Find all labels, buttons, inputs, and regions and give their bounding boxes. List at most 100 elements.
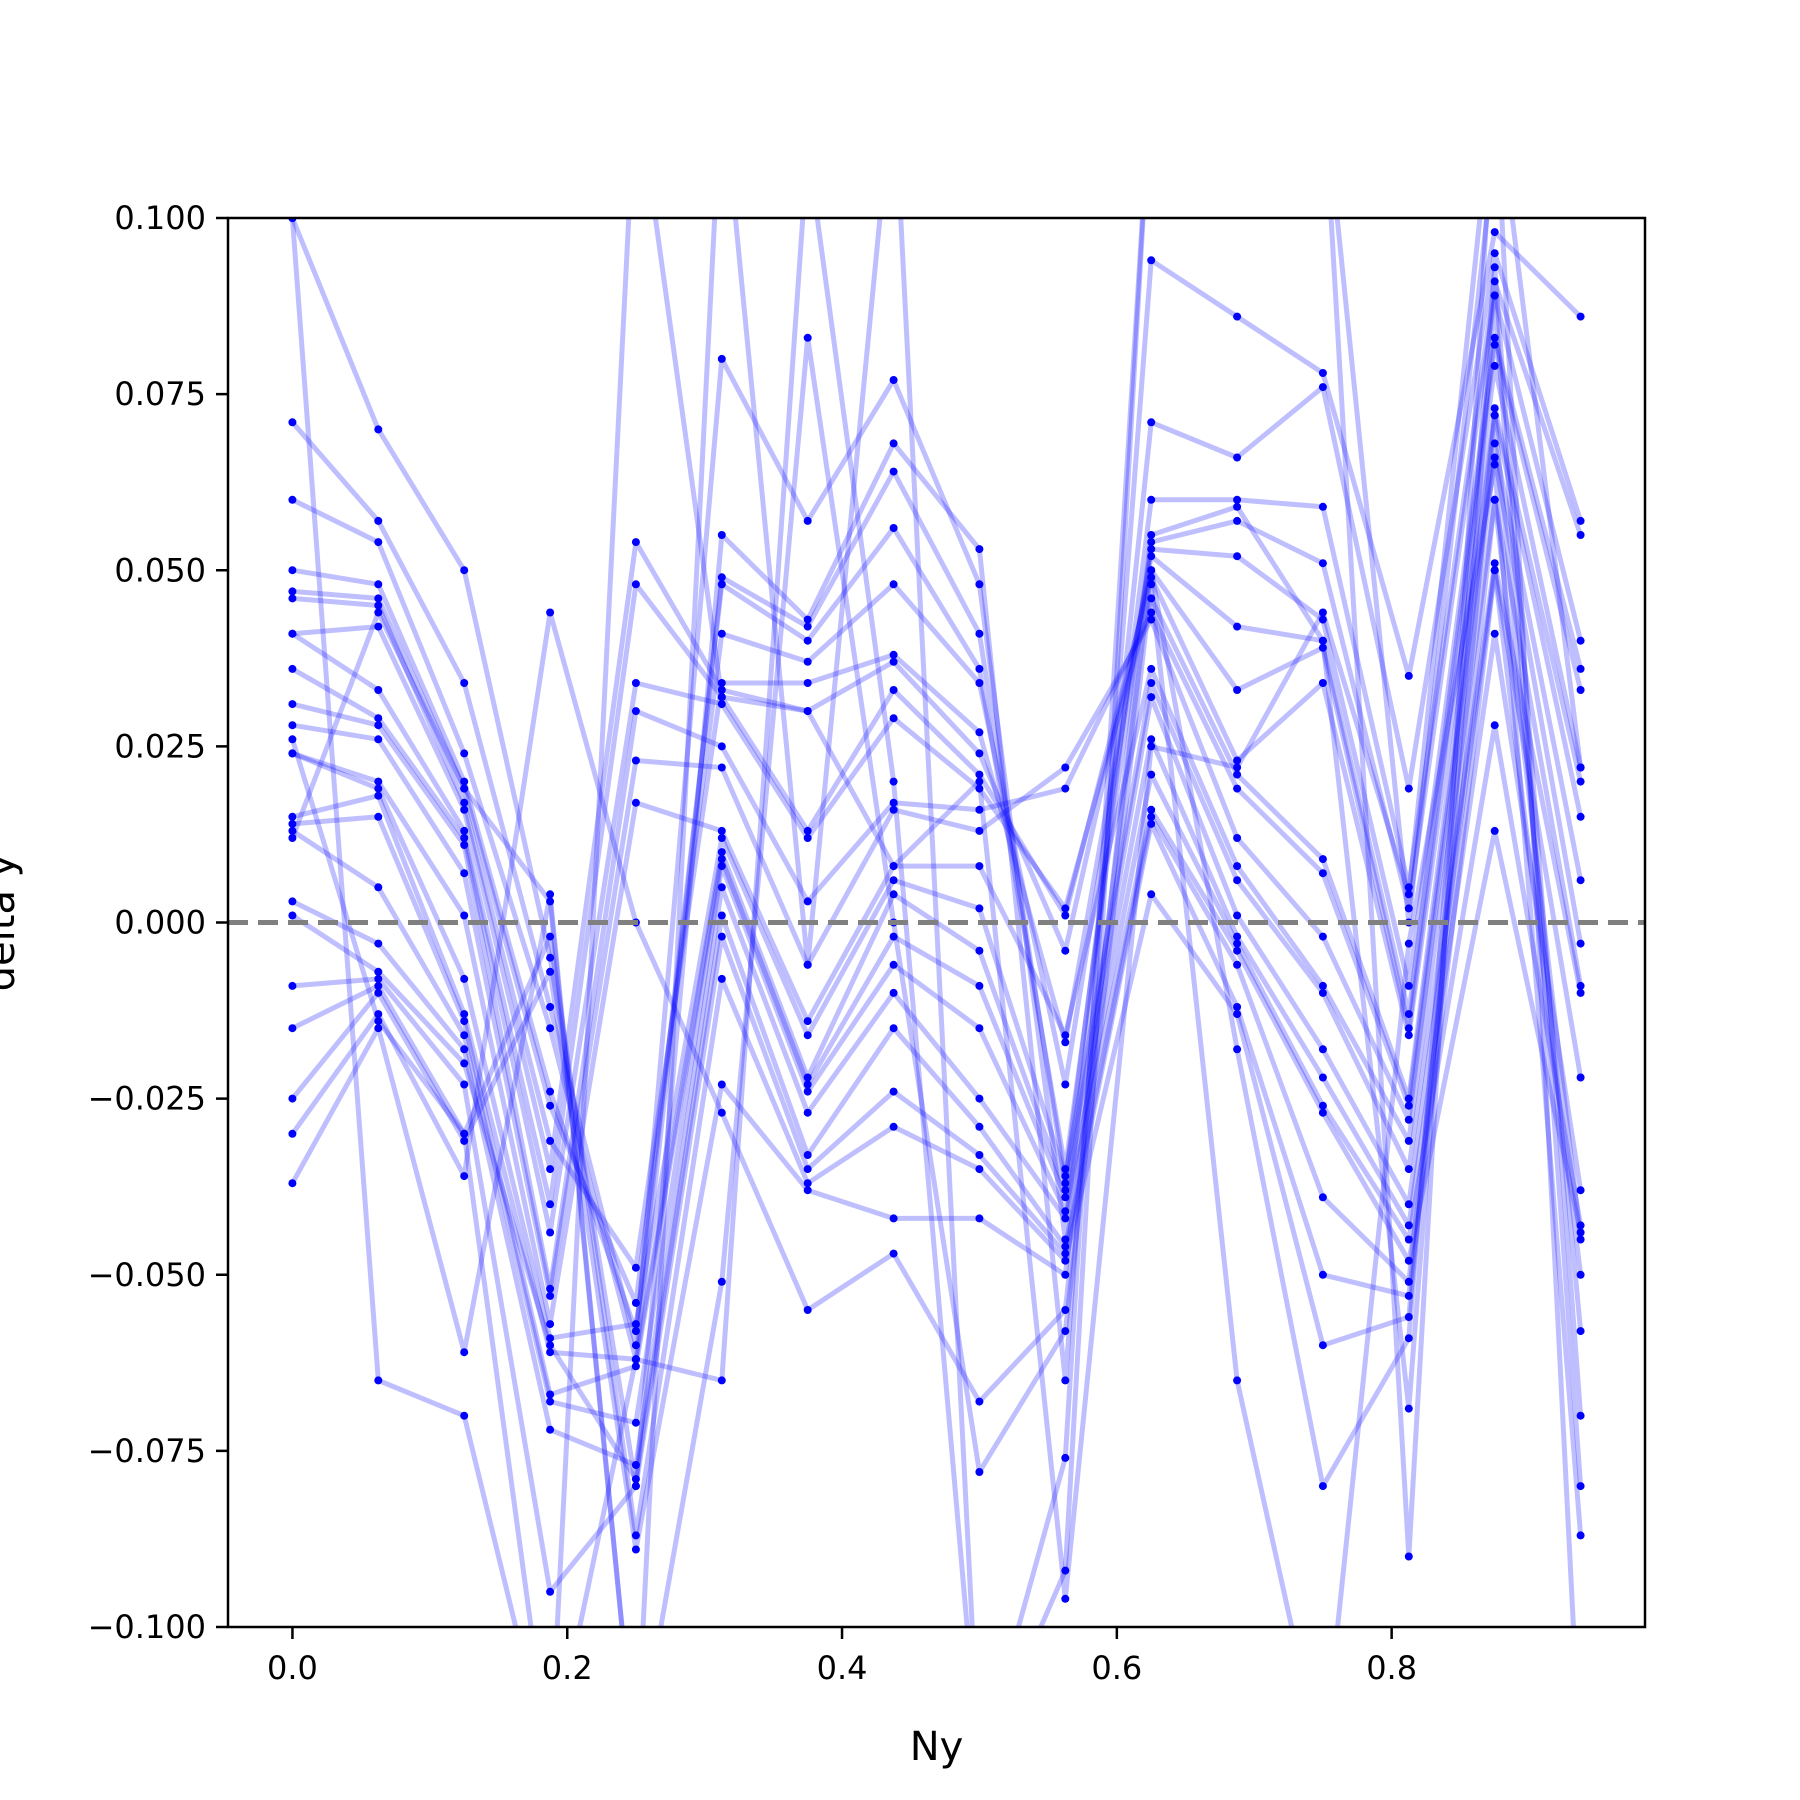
- series-7-line: [292, 363, 1584, 1172]
- series-3-point: [460, 749, 469, 758]
- series-24-point: [631, 1355, 640, 1364]
- series-6-point: [546, 1136, 555, 1145]
- series-15-point: [631, 1362, 640, 1371]
- series-2: [288, 249, 1585, 1350]
- series-20-point: [1147, 890, 1156, 899]
- series-8-line: [291, 405, 1584, 1207]
- series-12-point: [1404, 1136, 1413, 1145]
- series-24: [288, 218, 1490, 1627]
- series-9-point: [975, 784, 984, 793]
- series-16-point: [1404, 1235, 1413, 1244]
- series-17: [288, 805, 1585, 1469]
- series-11-point: [1404, 1115, 1413, 1124]
- series-25-point: [803, 960, 812, 969]
- series-16-line: [291, 722, 1584, 1426]
- series-6-point: [803, 679, 812, 687]
- series-8-point: [631, 580, 640, 589]
- series-1-point: [1576, 312, 1585, 321]
- y-tick-label: −0.025: [88, 1080, 206, 1118]
- series-1-point: [460, 566, 469, 575]
- x-axis-label: Ny: [910, 1724, 964, 1770]
- series-2-point: [803, 516, 812, 525]
- series-22-point: [803, 1306, 812, 1314]
- series-11-point: [889, 805, 898, 814]
- series-17-point: [975, 1094, 984, 1103]
- series-26-point: [288, 735, 297, 744]
- series-7-point: [975, 749, 984, 758]
- series-26-point: [1576, 763, 1585, 772]
- series-7-point: [717, 686, 726, 694]
- series-13-point: [1318, 988, 1327, 997]
- series-20-point: [374, 981, 383, 990]
- series-9-point: [1576, 812, 1585, 821]
- series-15-point: [374, 812, 383, 821]
- series-19-point: [975, 1151, 984, 1159]
- series-11-point: [1318, 932, 1327, 941]
- series-21-point: [374, 988, 383, 997]
- series-16-point: [889, 960, 898, 969]
- series-26-point: [1147, 742, 1156, 751]
- series-3-point: [546, 1024, 555, 1033]
- series-9-point: [1147, 594, 1156, 603]
- series-11-point: [1576, 939, 1585, 948]
- series-23-point: [1233, 1376, 1242, 1385]
- series-11-point: [975, 826, 984, 835]
- series-3-point: [717, 573, 726, 582]
- series-19-point: [374, 974, 383, 983]
- series-23-point: [803, 333, 812, 342]
- series-20-line: [291, 412, 1584, 1538]
- series-22-point: [1233, 502, 1242, 511]
- series-23-point: [460, 1348, 469, 1357]
- series-2-point: [460, 679, 469, 687]
- y-tick-label: 0.025: [114, 727, 206, 765]
- series-8: [288, 404, 1585, 1209]
- series-21-point: [975, 1214, 984, 1223]
- series-18-line: [291, 497, 1584, 1482]
- series-21-point: [717, 1080, 726, 1089]
- series-26-point: [374, 1017, 383, 1026]
- series-14-point: [460, 1010, 469, 1019]
- series-20-point: [717, 974, 726, 983]
- series-13-point: [1404, 1165, 1413, 1174]
- series-20-point: [1233, 1010, 1242, 1019]
- series-3-point: [1490, 277, 1499, 286]
- series-16-point: [460, 1031, 469, 1040]
- y-tick-label: 0.075: [114, 375, 206, 413]
- series-15-point: [1147, 735, 1156, 744]
- series-10-point: [1576, 876, 1585, 885]
- series-16-point: [1576, 1221, 1585, 1230]
- series-18-point: [717, 911, 726, 920]
- series-7-point: [1404, 1024, 1413, 1033]
- series-16-point: [374, 883, 383, 892]
- series-8-point: [1061, 911, 1070, 920]
- series-19-line: [292, 567, 1584, 1595]
- series-15-point: [1233, 932, 1242, 941]
- series-13-point: [1061, 1172, 1070, 1181]
- series-17-point: [546, 1425, 555, 1434]
- series-8-point: [889, 686, 898, 694]
- series-26-point: [460, 1129, 469, 1138]
- series-14-point: [975, 946, 984, 955]
- series-17-point: [374, 939, 383, 948]
- series-23-point: [1490, 460, 1499, 469]
- series-18-point: [460, 1059, 469, 1068]
- series-6-point: [1490, 340, 1499, 349]
- series-19-point: [717, 932, 726, 941]
- series-6-line: [292, 342, 1584, 1271]
- series-18-point: [975, 1122, 984, 1131]
- series-9-point: [1404, 1094, 1413, 1103]
- y-tick-label: 0.050: [114, 551, 206, 589]
- series-24-line: [289, 218, 1490, 1627]
- series-2-point: [631, 1341, 640, 1350]
- series-6-point: [889, 650, 898, 659]
- series-21-point: [889, 1214, 898, 1223]
- series-17-point: [1147, 805, 1156, 814]
- series-1-point: [803, 615, 812, 624]
- series-12-point: [1233, 862, 1242, 871]
- series-26-point: [1404, 890, 1413, 899]
- series-8-point: [374, 686, 383, 694]
- series-17-point: [1061, 1214, 1070, 1223]
- series-18-point: [889, 1024, 898, 1033]
- series-16-point: [546, 1397, 555, 1406]
- x-tick-label: 0.4: [817, 1649, 868, 1687]
